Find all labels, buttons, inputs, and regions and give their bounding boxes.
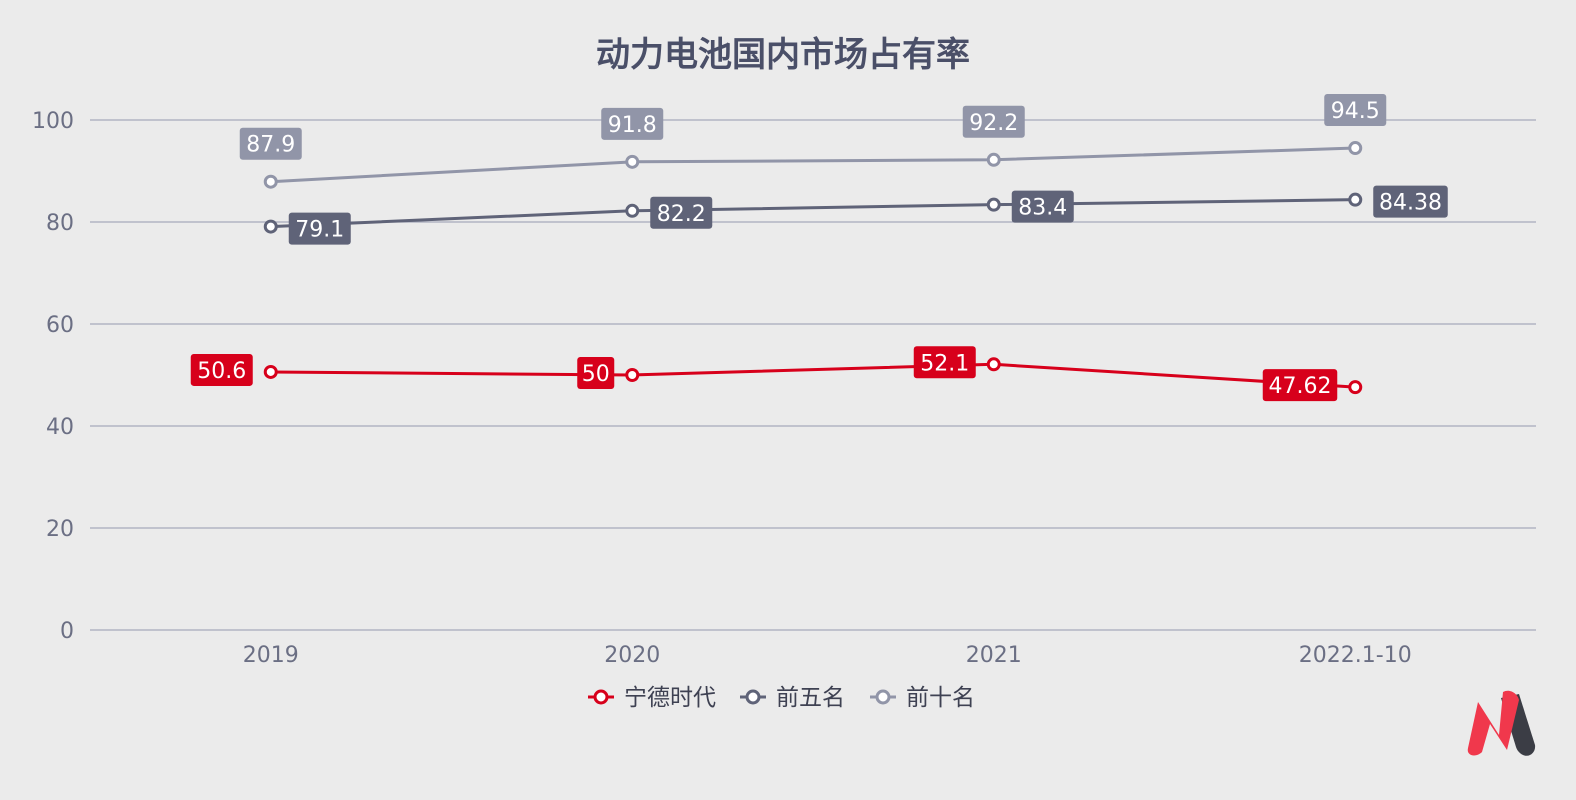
data-label-box [1262,369,1338,402]
data-point [263,364,278,379]
data-label-text: 91.8 [608,113,657,138]
data-label-box [239,127,302,160]
data-point [986,357,1001,372]
y-tick-label: 40 [46,415,74,440]
x-axis: 2019 2020 2021 2022.1-10 [243,643,1412,668]
y-tick-label: 100 [32,109,74,134]
data-label: 50 [577,357,615,389]
data-label: 92.2 [962,105,1025,138]
data-point [263,219,278,234]
series-line [270,362,1356,389]
data-label: 91.8 [601,107,664,140]
data-label-text: 50.6 [197,359,246,384]
data-point [1348,380,1363,395]
y-tick-label: 80 [46,211,74,236]
data-label-text: 82.2 [657,202,706,227]
data-point [263,174,278,189]
data-label: 87.9 [239,127,302,160]
data-label-box [1373,185,1448,218]
legend-label: 前五名 [776,685,845,711]
logo-red-shape [1467,690,1519,756]
legend-swatch-marker [745,689,761,705]
brand-m-logo-icon [1467,690,1536,756]
data-label-text: 92.2 [969,111,1018,136]
legend-label: 前十名 [906,685,975,711]
data-point [625,368,640,382]
data-point [1348,141,1363,156]
series-line [270,198,1356,229]
series-2: 79.1 82.2 83.4 84.38 [263,185,1448,245]
data-label: 94.5 [1324,94,1387,127]
x-tick-label: 2019 [243,643,299,668]
data-label-text: 52.1 [920,351,969,376]
data-label-box [650,196,713,229]
series-3: 87.9 91.8 92.2 94.5 [239,94,1387,189]
x-tick-label: 2020 [604,643,660,668]
data-label-text: 87.9 [246,133,295,158]
data-label: 79.1 [288,212,351,245]
data-label-text: 83.4 [1018,196,1067,221]
data-label-box [913,346,976,379]
data-label: 82.2 [650,196,713,229]
legend-item: 前十名 [870,685,975,711]
legend-label: 宁德时代 [624,685,716,711]
data-label-text: 50 [582,362,610,387]
data-point [625,154,640,169]
data-label-text: 94.5 [1331,99,1380,124]
data-label-text: 47.62 [1269,374,1332,399]
legend-item: 宁德时代 [588,685,716,711]
data-label-box [601,107,664,140]
series-line [270,146,1356,184]
y-axis: 0 20 40 60 80 100 [32,109,74,644]
data-label-box [288,212,351,245]
data-point [625,203,640,218]
data-label: 50.6 [190,353,253,386]
legend-swatch-marker [875,689,891,705]
data-point [986,197,1001,212]
data-point [1348,192,1363,207]
x-tick-label: 2022.1-10 [1299,643,1412,668]
y-tick-label: 60 [46,313,74,338]
data-label-box [1011,190,1074,223]
chart-title: 动力电池国内市场占有率 [596,35,970,75]
data-label-box [577,357,615,389]
series-1: 50.6 50 52.1 47.62 [190,346,1363,402]
data-label: 47.62 [1262,369,1338,402]
y-tick-label: 20 [46,517,74,542]
data-label-box [190,353,253,386]
legend: 宁德时代 前五名 前十名 [588,685,975,711]
data-label: 84.38 [1373,185,1448,218]
legend-swatch-marker [593,689,609,705]
series-layer: 50.6 50 52.1 47.62 79.1 82.2 83.4 84.38 87.9 91.8… [190,94,1448,402]
data-point [986,152,1001,167]
y-tick-label: 0 [60,619,74,644]
data-label: 52.1 [913,346,976,379]
data-label-text: 79.1 [295,218,344,243]
data-label-box [962,105,1025,138]
grid-layer [90,119,1536,631]
x-tick-label: 2021 [966,643,1022,668]
data-label-box [1324,94,1387,127]
data-label-text: 84.38 [1379,191,1442,216]
legend-item: 前五名 [740,685,845,711]
data-label: 83.4 [1011,190,1074,223]
